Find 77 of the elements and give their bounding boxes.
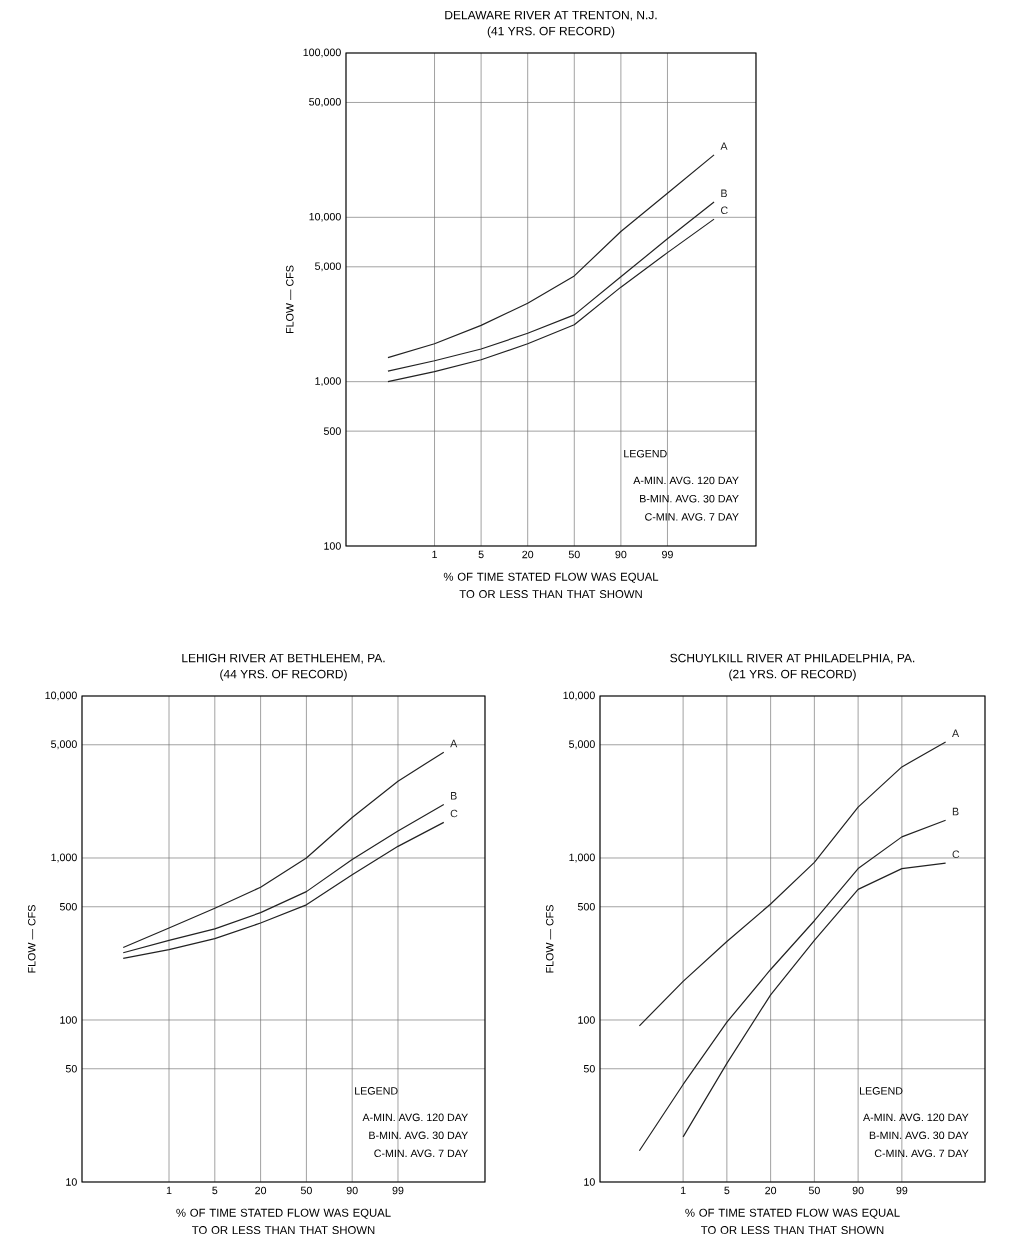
chart-subtitle: (41 YRS. OF RECORD) (487, 26, 615, 38)
y-tick-label: 5,000 (51, 740, 77, 750)
y-tick-label: 10 (584, 1178, 595, 1186)
line-series (122, 751, 445, 949)
y-tick-label: 100,000 (303, 48, 341, 58)
y-tick-label: 500 (59, 902, 77, 911)
series-label: B (952, 807, 959, 816)
chart-subtitle: (21 YRS. OF RECORD) (729, 669, 856, 681)
annotation: C-MIN. AVG. 7 DAY (374, 1149, 468, 1158)
y-axis-title: FLOW — CFS (286, 265, 294, 333)
series-label: A (720, 142, 728, 150)
x-tick-label: 5 (724, 1186, 730, 1195)
y-tick-label: 10 (66, 1178, 77, 1186)
annotation: B-MIN. AVG. 30 DAY (369, 1131, 468, 1140)
chart-title: LEHIGH RIVER AT BETHLEHEM, PA. (182, 653, 385, 664)
y-tick-label: 50,000 (309, 98, 341, 107)
series-label: B (451, 792, 457, 800)
x-axis-title: % OF TIME STATED FLOW WAS EQUAL TO OR LESS THAN THAT SHOWN (685, 1208, 900, 1235)
x-tick-label: 50 (808, 1186, 820, 1195)
y-tick-label: 5,000 (315, 262, 341, 272)
series-label: B (721, 189, 727, 197)
x-tick-label: 90 (346, 1186, 358, 1195)
line-series (387, 201, 715, 372)
x-tick-label: 5 (212, 1186, 218, 1195)
series-label: C (952, 850, 960, 859)
line-series (638, 741, 947, 1027)
series-label: C (450, 809, 458, 818)
chart-subtitle: (44 YRS. OF RECORD) (220, 669, 347, 681)
y-tick-label: 5,000 (569, 740, 595, 750)
x-tick-label: 99 (662, 550, 673, 559)
annotation: LEGEND (624, 449, 667, 458)
y-axis-title: FLOW — CFS (27, 905, 36, 973)
y-tick-label: 1,000 (51, 853, 77, 863)
annotation: B-MIN. AVG. 30 DAY (640, 494, 739, 503)
y-axis-title: FLOW — CFS (545, 905, 554, 973)
x-tick-label: 20 (522, 550, 534, 559)
line-series (387, 218, 715, 383)
x-tick-label: 1 (432, 550, 437, 559)
annotation: LEGEND (355, 1087, 398, 1095)
x-axis-title: % OF TIME STATED FLOW WAS EQUAL TO OR LESS THAN THAT SHOWN (443, 572, 659, 599)
x-tick-label: 20 (255, 1186, 267, 1195)
annotation: LEGEND (859, 1087, 903, 1095)
chart-title: DELAWARE RIVER AT TRENTON, N.J. (445, 10, 657, 21)
line-series (682, 862, 947, 1138)
y-tick-label: 100 (60, 1016, 77, 1024)
series-label: A (952, 729, 960, 737)
x-axis-title: % OF TIME STATED FLOW WAS EQUAL TO OR LESS THAN THAT SHOWN (176, 1208, 391, 1235)
y-tick-label: 1,000 (569, 853, 595, 863)
x-tick-label: 90 (852, 1186, 864, 1195)
x-tick-label: 50 (300, 1186, 312, 1195)
x-tick-label: 90 (615, 550, 627, 559)
chart-title: SCHUYLKILL RIVER AT PHILADELPHIA, PA. (670, 653, 915, 664)
x-tick-label: 99 (896, 1186, 908, 1195)
y-tick-label: 100 (324, 542, 341, 550)
annotation: C-MIN. AVG. 7 DAY (874, 1149, 969, 1158)
x-tick-label: 99 (392, 1186, 404, 1195)
annotation: A-MIN. AVG. 120 DAY (362, 1113, 468, 1122)
y-tick-label: 1,000 (315, 377, 341, 387)
annotation: A-MIN. AVG. 120 DAY (863, 1113, 969, 1122)
y-tick-label: 500 (323, 427, 341, 435)
x-tick-label: 1 (166, 1186, 172, 1195)
x-tick-label: 1 (680, 1186, 686, 1195)
annotation: B-MIN. AVG. 30 DAY (869, 1131, 969, 1140)
annotation: C-MIN. AVG. 7 DAY (645, 513, 739, 521)
y-tick-label: 50 (583, 1064, 595, 1073)
y-tick-label: 50 (65, 1064, 77, 1073)
series-label: C (720, 206, 728, 215)
y-tick-label: 500 (577, 902, 595, 911)
series-label: A (450, 739, 458, 748)
y-tick-label: 100 (578, 1016, 595, 1024)
line-series (387, 154, 715, 359)
x-tick-label: 20 (765, 1186, 777, 1195)
y-tick-label: 10,000 (563, 691, 595, 701)
annotation: A-MIN. AVG. 120 DAY (633, 476, 739, 485)
y-tick-label: 10,000 (309, 212, 341, 222)
y-tick-label: 10,000 (45, 691, 77, 701)
x-tick-label: 5 (478, 550, 484, 559)
